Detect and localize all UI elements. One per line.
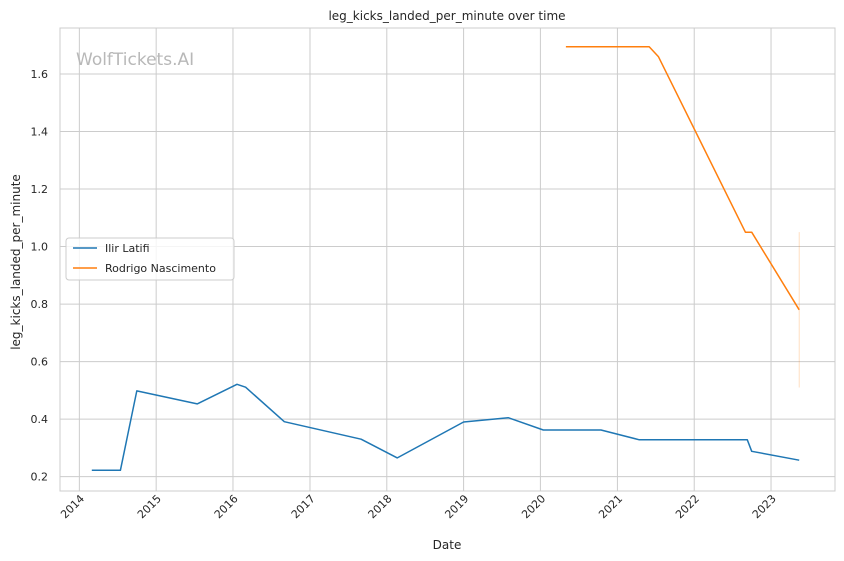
- y-tick-label: 0.4: [31, 413, 49, 426]
- y-tick-label: 0.6: [31, 356, 49, 369]
- y-tick-label: 1.6: [31, 68, 49, 81]
- x-axis-title: Date: [433, 538, 462, 552]
- series-line-rodrigo-nascimento: [565, 45, 800, 311]
- y-tick-label: 1.2: [31, 183, 49, 196]
- series-line-ilir-latifi: [91, 383, 800, 472]
- y-tick-labels: 0.2 0.4 0.6 0.8 1.0 1.2 1.4 1.6: [31, 68, 49, 484]
- y-tick-label: 1.0: [31, 241, 49, 254]
- legend: Ilir Latifi Rodrigo Nascimento: [65, 237, 235, 281]
- y-tick-label: 1.4: [31, 126, 49, 139]
- grid: [60, 28, 835, 491]
- legend-label-rodrigo-nascimento: Rodrigo Nascimento: [105, 262, 216, 275]
- watermark: WolfTickets.AI: [76, 50, 194, 70]
- legend-box: [65, 237, 235, 281]
- series-lines: [91, 45, 800, 472]
- plot-frame: [59, 27, 836, 492]
- chart-title: leg_kicks_landed_per_minute over time: [328, 9, 565, 23]
- y-tick-label: 0.8: [31, 298, 49, 311]
- y-tick-label: 0.2: [31, 471, 49, 484]
- y-axis-title: leg_kicks_landed_per_minute: [9, 174, 23, 350]
- legend-label-ilir-latifi: Ilir Latifi: [105, 242, 150, 255]
